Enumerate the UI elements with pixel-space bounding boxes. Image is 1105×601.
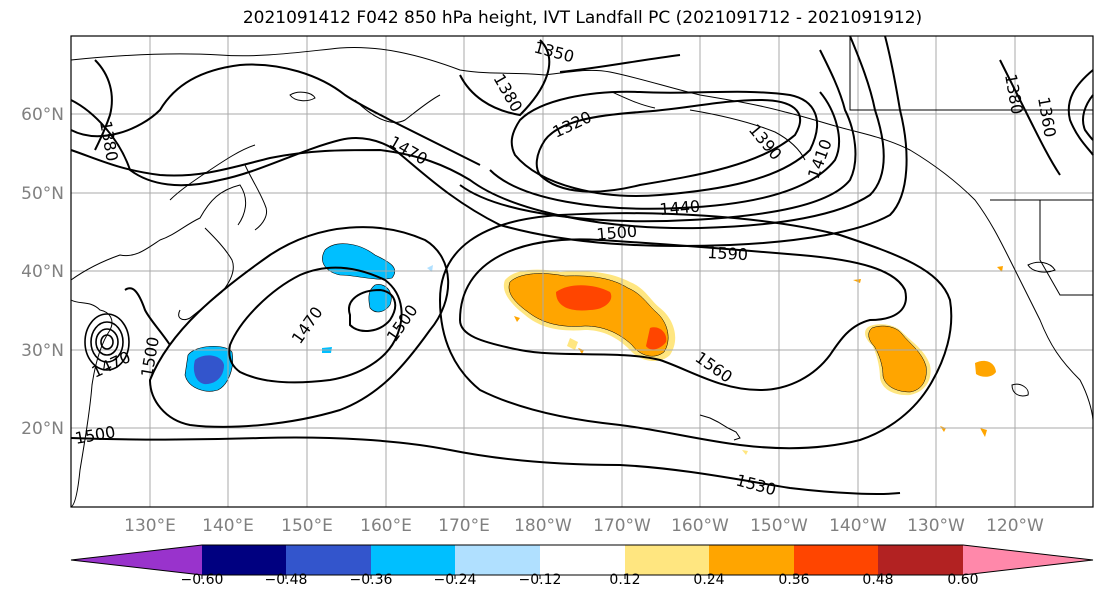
colorbar-segment (455, 545, 540, 575)
ivt-shading (184, 243, 1003, 455)
lon-label: 120°W (986, 516, 1044, 536)
lat-label: 50°N (21, 184, 64, 204)
colorbar-tick-label: 0.12 (609, 572, 640, 588)
lat-label: 20°N (21, 419, 64, 439)
colorbar-tick-label: 0.24 (693, 572, 724, 588)
contour-label: 1500 (596, 222, 638, 244)
colorbar-segment (878, 545, 963, 575)
colorbar-tick-label: 0.60 (947, 572, 978, 588)
colorbar-tick-labels: −0.60 −0.48 −0.36 −0.24 −0.12 0.12 0.24 … (181, 572, 979, 588)
lon-label: 140°W (829, 516, 887, 536)
colorbar-tick-label: −0.36 (350, 572, 393, 588)
colorbar-segment (625, 545, 709, 575)
lat-label: 40°N (21, 262, 64, 282)
colorbar-segment (540, 545, 625, 575)
lon-label: 150°W (750, 516, 808, 536)
lon-label: 180°W (514, 516, 572, 536)
lon-label: 130°E (124, 516, 176, 536)
height-contours (70, 35, 1094, 495)
map-title: 2021091412 F042 850 hPa height, IVT Land… (242, 8, 923, 28)
colorbar (70, 544, 1094, 579)
lon-label: 130°W (907, 516, 965, 536)
colorbar-segment (709, 545, 794, 575)
colorbar-extend-low (71, 545, 202, 575)
colorbar-tick-label: 0.48 (862, 572, 893, 588)
lat-label: 60°N (21, 105, 64, 125)
longitude-labels: 130°E 140°E 150°E 160°E 170°E 180°W 170°… (124, 516, 1044, 536)
lon-label: 170°E (438, 516, 490, 536)
latitude-labels: 60°N 50°N 40°N 30°N 20°N (21, 105, 64, 439)
colorbar-tick-label: 0.36 (778, 572, 809, 588)
coastlines (70, 36, 1094, 508)
colorbar-tick-label: −0.24 (434, 572, 477, 588)
contour-label: 1590 (707, 243, 749, 264)
lat-label: 30°N (21, 341, 64, 361)
lon-label: 150°E (281, 516, 333, 536)
contour-label: 1440 (659, 197, 701, 219)
lon-label: 160°E (360, 516, 412, 536)
colorbar-tick-label: −0.60 (181, 572, 224, 588)
lon-label: 140°E (202, 516, 254, 536)
colorbar-segment (202, 545, 286, 575)
colorbar-segment (371, 545, 455, 575)
lon-label: 170°W (593, 516, 651, 536)
lon-label: 160°W (671, 516, 729, 536)
graticule (71, 36, 1093, 507)
map-frame (70, 35, 1094, 508)
colorbar-extend-high (963, 545, 1093, 575)
colorbar-tick-label: −0.12 (519, 572, 562, 588)
colorbar-segment (286, 545, 371, 575)
colorbar-segment (794, 545, 878, 575)
colorbar-tick-label: −0.48 (265, 572, 308, 588)
